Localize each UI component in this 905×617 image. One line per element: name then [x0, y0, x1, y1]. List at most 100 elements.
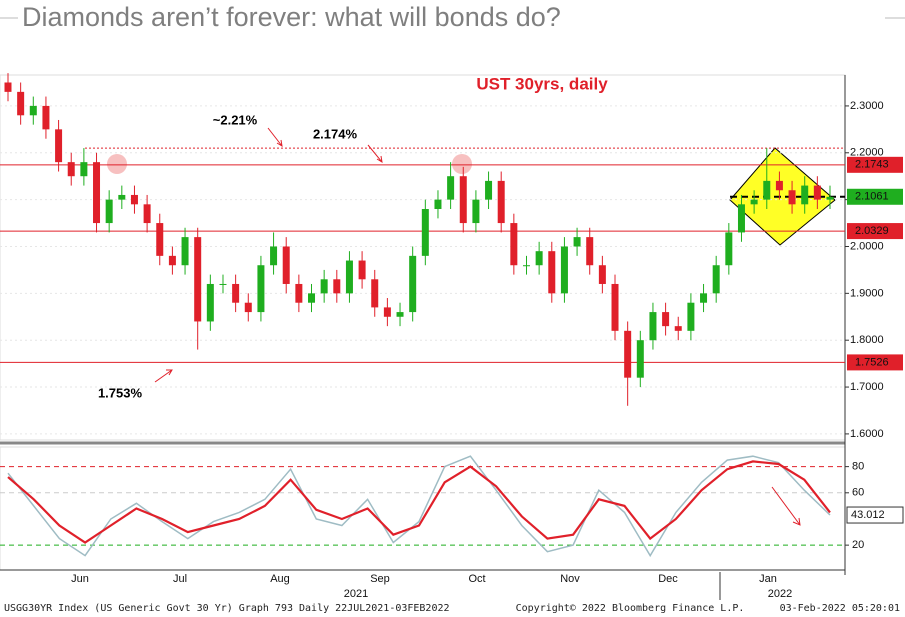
- candle-body: [548, 251, 556, 294]
- level-label-bg: [847, 223, 903, 240]
- peak-marker: [107, 154, 127, 174]
- candle-body: [143, 204, 151, 224]
- candle-body: [295, 283, 303, 303]
- candle-body: [194, 237, 202, 322]
- level-label: 2.0329: [855, 225, 889, 237]
- footer: Copyright© 2022 Bloomberg Finance L.P.: [516, 603, 745, 614]
- candle-body: [130, 194, 138, 205]
- candle-body: [333, 279, 341, 294]
- candle-body: [535, 251, 543, 266]
- annotation: ~2.21%: [213, 112, 258, 127]
- annotation-arrow: [267, 127, 283, 147]
- x-tick-label: Jan: [759, 573, 777, 585]
- x-tick-label: Jul: [173, 573, 187, 585]
- annotation: 1.753%: [98, 385, 143, 400]
- candle-body: [598, 265, 606, 284]
- candle-body: [219, 283, 227, 285]
- candle-body: [687, 302, 695, 331]
- candle-body: [409, 255, 417, 313]
- candle-body: [497, 180, 505, 224]
- candle-body: [775, 180, 783, 191]
- candle-body: [586, 237, 594, 266]
- candle-body: [459, 176, 467, 224]
- candle-body: [662, 312, 670, 327]
- annotation-arrow: [154, 369, 173, 383]
- y-tick-label: 2.3000: [850, 100, 884, 112]
- candle-body: [611, 283, 619, 331]
- candle-body: [17, 91, 25, 116]
- y-tick-label: 20: [852, 539, 864, 551]
- y-tick-label: 1.9000: [850, 287, 884, 299]
- candle-body: [700, 293, 708, 303]
- y-tick-label: 2.0000: [850, 240, 884, 252]
- annotation: 2.174%: [313, 126, 358, 141]
- footer: USGG30YR Index (US Generic Govt 30 Yr) G…: [4, 603, 450, 614]
- x-tick-label: Sep: [370, 573, 390, 585]
- oscillator-line: [7, 460, 831, 544]
- candle-body: [485, 180, 493, 200]
- footer: 03-Feb-2022 05:20:01: [780, 603, 900, 614]
- candle-body: [345, 260, 353, 294]
- peak-marker: [452, 154, 472, 174]
- y-tick-label: 60: [852, 487, 864, 499]
- candle-body: [206, 283, 214, 322]
- candle-body: [80, 162, 88, 177]
- candle-body: [737, 204, 745, 233]
- candle-body: [156, 223, 164, 256]
- candle-body: [434, 199, 442, 210]
- candle-body: [118, 194, 126, 200]
- candle-body: [396, 312, 404, 317]
- candle-body: [801, 185, 809, 205]
- y-tick-label: 1.6000: [850, 428, 884, 440]
- candle-body: [181, 237, 189, 266]
- candle-body: [67, 162, 75, 177]
- x-tick-label: Dec: [658, 573, 678, 585]
- candle-body: [750, 199, 758, 205]
- candle-body: [383, 307, 391, 317]
- level-label: 2.1743: [855, 159, 889, 171]
- y-tick-label: 1.8000: [850, 334, 884, 346]
- x-tick-label: Nov: [560, 573, 580, 585]
- year-label: 2022: [768, 588, 792, 600]
- candle-body: [308, 293, 316, 303]
- value-label-bg: [846, 506, 904, 524]
- candle-body: [788, 190, 796, 205]
- y-tick-label: 2.2000: [850, 147, 884, 159]
- oscillator-line: [7, 455, 831, 558]
- level-label-bg: [847, 188, 903, 205]
- candle-body: [813, 185, 821, 200]
- value-label: 43.012: [851, 509, 885, 521]
- candle-body: [282, 246, 290, 284]
- candle-body: [725, 232, 733, 266]
- y-tick-label: 80: [852, 461, 864, 473]
- candle-body: [244, 302, 252, 313]
- x-tick-label: Jun: [71, 573, 89, 585]
- level-label-bg: [847, 156, 903, 173]
- candle-body: [573, 237, 581, 247]
- candle-body: [649, 312, 657, 341]
- osc-panel: [0, 446, 846, 571]
- candle-body: [560, 246, 568, 294]
- candle-body: [826, 196, 834, 200]
- candle-body: [522, 265, 530, 267]
- candle-body: [320, 279, 328, 294]
- diamond: [730, 148, 835, 245]
- candle-body: [168, 255, 176, 266]
- candle-body: [358, 260, 366, 280]
- candle-body: [232, 283, 240, 303]
- x-tick-label: Aug: [270, 573, 290, 585]
- level-label: 2.1061: [855, 191, 889, 203]
- level-label-bg: [847, 354, 903, 371]
- candle-body: [42, 105, 50, 130]
- chart-subtitle: UST 30yrs, daily: [476, 74, 608, 93]
- candle-body: [371, 279, 379, 308]
- annotation-arrow: [771, 486, 801, 526]
- candle-body: [55, 129, 63, 163]
- candle-body: [674, 326, 682, 331]
- level-label: 1.7526: [855, 356, 889, 368]
- candle-body: [624, 330, 632, 378]
- candle-body: [270, 246, 278, 266]
- annotation-arrow: [367, 144, 383, 163]
- candle-body: [421, 209, 429, 256]
- candle-body: [763, 180, 771, 200]
